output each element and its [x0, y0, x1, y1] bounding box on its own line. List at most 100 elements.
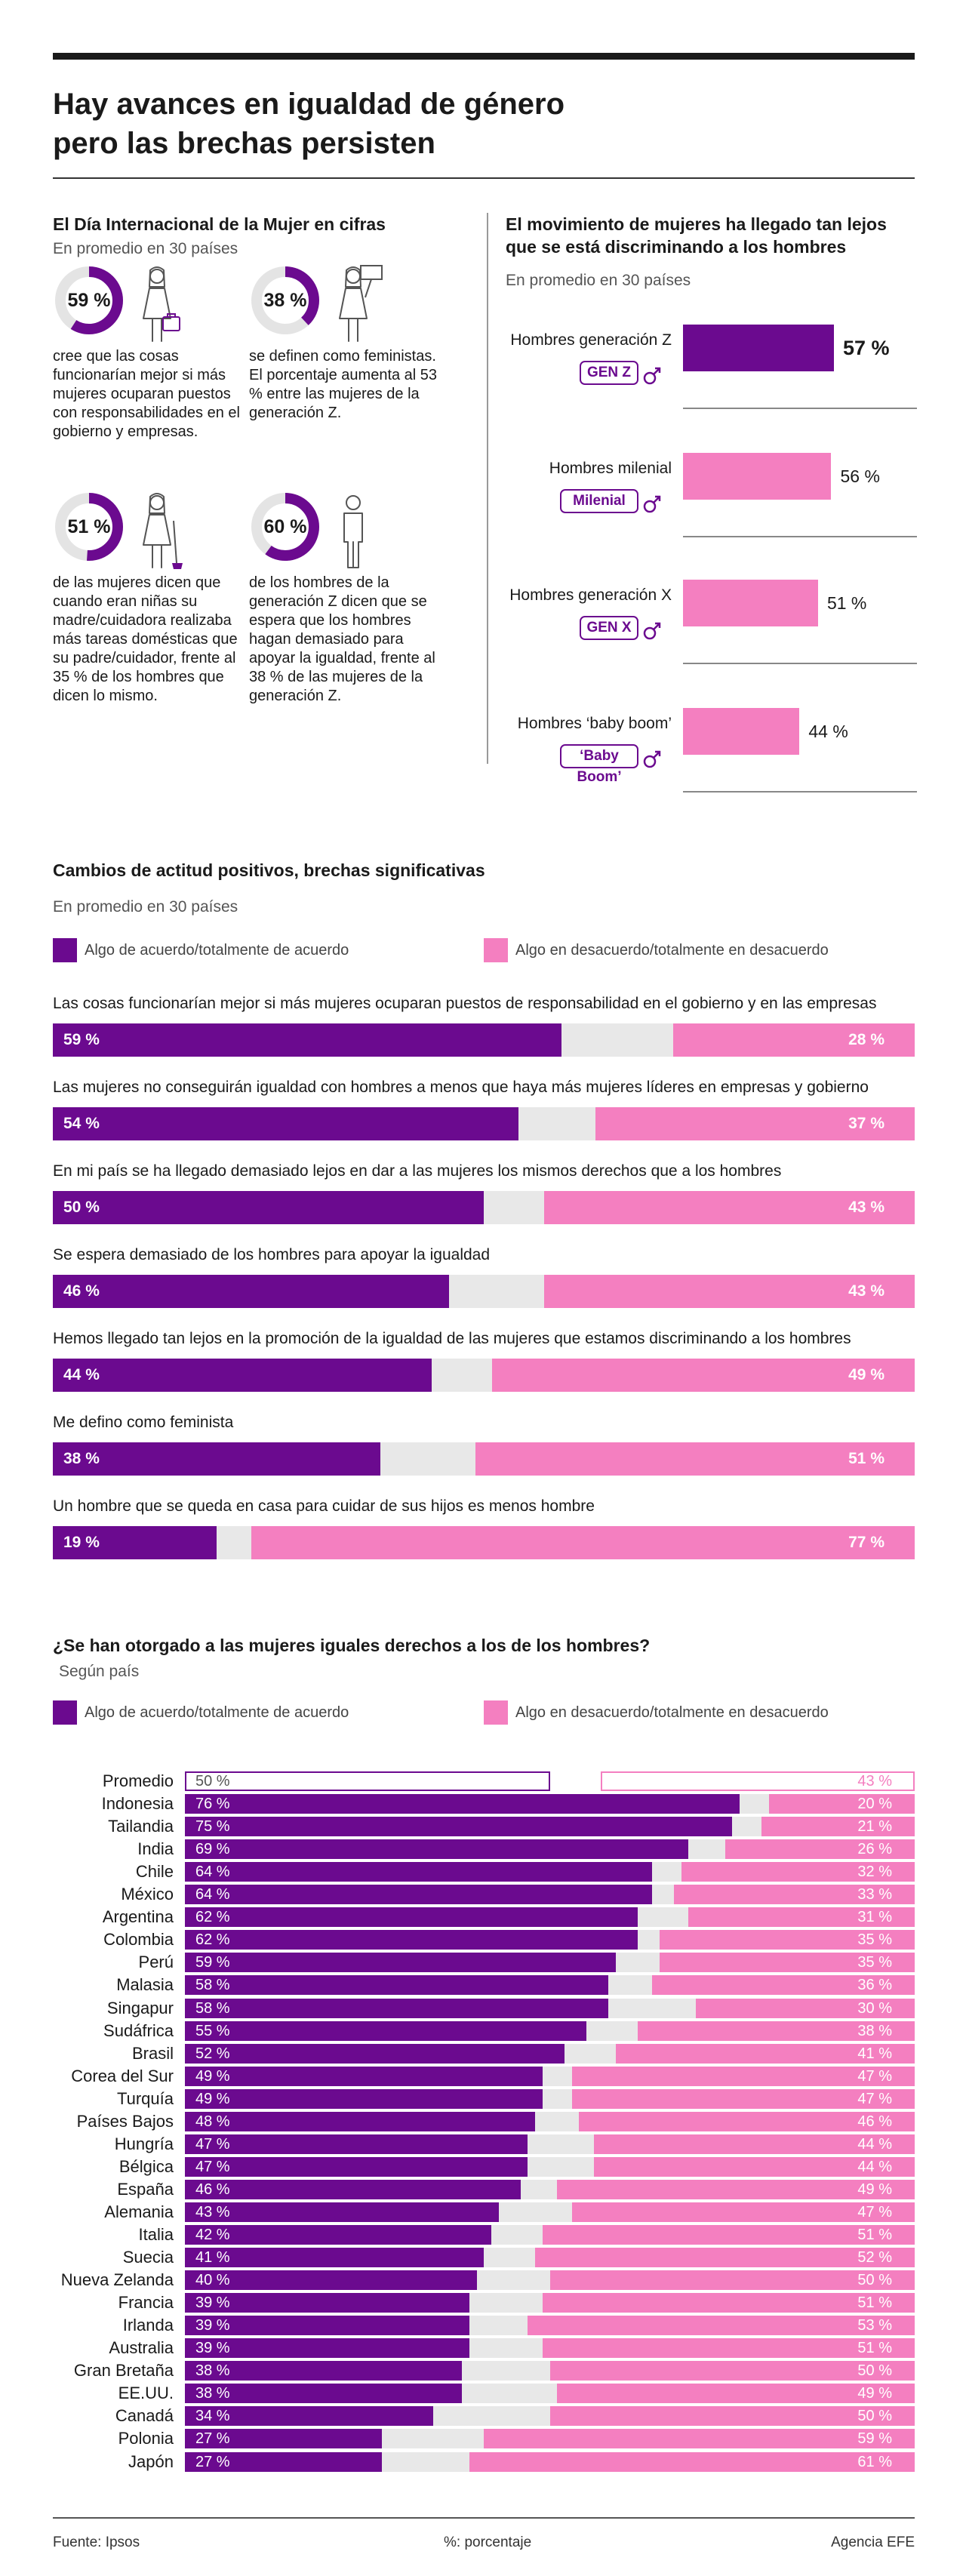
country-disagree-value: 33 % [857, 1886, 892, 1904]
country-disagree-value: 21 % [857, 1818, 892, 1836]
country-label: EE.UU. [118, 2384, 174, 2403]
disagree-value: 28 % [848, 1031, 884, 1048]
ring-svg [55, 493, 123, 561]
country-agree-value: 49 % [195, 2067, 230, 2085]
country-disagree-value: 59 % [857, 2430, 892, 2448]
disagree-value: 51 % [848, 1450, 884, 1467]
country-disagree-value: 61 % [857, 2453, 892, 2470]
country-agree-value: 27 % [195, 2453, 230, 2470]
disagree-value: 49 % [848, 1366, 884, 1383]
country-agree-value: 55 % [195, 2022, 230, 2039]
countries-subtitle: Según país [59, 1663, 140, 1680]
country-agree-segment [185, 1794, 740, 1814]
country-agree-value: 46 % [195, 2181, 230, 2198]
male-symbol-icon [641, 620, 663, 642]
country-agree-value: 50 % [195, 1773, 230, 1790]
attitude-bar: 19 % 77 % [53, 1526, 915, 1559]
country-disagree-segment [549, 2406, 915, 2427]
agree-value: 19 % [63, 1534, 100, 1551]
country-agree-segment [185, 2248, 485, 2268]
country-label: Promedio [102, 1771, 174, 1790]
country-agree-segment [185, 2225, 492, 2245]
country-disagree-value: 44 % [857, 2135, 892, 2153]
country-agree-segment [185, 2270, 477, 2291]
country-disagree-segment [542, 2293, 915, 2313]
country-label: Brasil [131, 2043, 174, 2063]
legend2-disagree-label: Algo en desacuerdo/totalmente en desacue… [515, 1704, 829, 1721]
country-label: Singapur [106, 1998, 174, 2017]
country-agree-value: 49 % [195, 2090, 230, 2107]
stat-card: 38 % se definen como feministas. El porce… [249, 264, 445, 460]
country-disagree-segment [571, 2066, 915, 2086]
legend2-agree-label: Algo de acuerdo/totalmente de acuerdo [85, 1704, 349, 1721]
country-disagree-value: 46 % [857, 2113, 892, 2130]
country-disagree-segment [571, 2202, 915, 2222]
country-disagree-value: 43 % [857, 1773, 892, 1790]
gen-value-label: 51 % [826, 593, 867, 613]
country-disagree-value: 38 % [857, 2022, 892, 2039]
country-agree-segment [185, 2088, 543, 2109]
woman-with-sign-icon [331, 264, 383, 347]
country-agree-segment [185, 1975, 608, 1996]
country-label: Alemania [104, 2202, 174, 2221]
attitude-question: Hemos llegado tan lejos en la promoción … [53, 1330, 851, 1347]
country-agree-value: 38 % [195, 2362, 230, 2380]
stat-text: cree que las cosas funcionarían mejor si… [53, 348, 240, 440]
country-disagree-value: 30 % [857, 1999, 892, 2017]
footer-agency: Agencia EFE [831, 2534, 915, 2550]
ring-svg [251, 493, 319, 561]
attitude-bar: 44 % 49 % [53, 1359, 915, 1392]
country-disagree-segment [528, 2316, 915, 2336]
country-label: India [137, 1839, 174, 1859]
attitude-question: Un hombre que se queda en casa para cuid… [53, 1497, 595, 1515]
country-agree-segment [185, 2202, 499, 2222]
country-label: Argentina [102, 1907, 174, 1927]
countries-title: ¿Se han otorgado a las mujeres iguales d… [53, 1636, 651, 1655]
disagree-segment [595, 1107, 915, 1140]
gen-separator [683, 663, 917, 664]
agree-segment [53, 1359, 432, 1392]
man-icon [331, 491, 383, 574]
main-title-line-2: pero las brechas persisten [53, 127, 435, 160]
country-agree-segment [185, 1998, 608, 2018]
stat-text: de las mujeres dicen que cuando eran niñ… [53, 574, 238, 704]
country-label: Perú [138, 1953, 174, 1972]
country-agree-value: 62 % [195, 1909, 230, 1926]
country-agree-segment [185, 2406, 433, 2427]
country-disagree-value: 47 % [857, 2090, 892, 2107]
footer-source: Fuente: Ipsos [53, 2534, 140, 2550]
country-disagree-segment [593, 2134, 915, 2154]
attitude-bar: 38 % 51 % [53, 1442, 915, 1476]
country-disagree-segment [637, 2020, 915, 2041]
gen-badge: ‘Baby Boom’ [560, 744, 638, 785]
country-disagree-value: 41 % [857, 2045, 892, 2062]
country-disagree-segment [542, 2338, 915, 2359]
country-agree-segment [185, 2020, 586, 2041]
country-label: Canadá [115, 2406, 174, 2426]
disagree-segment [475, 1442, 915, 1476]
title-divider [53, 177, 915, 179]
country-agree-value: 48 % [195, 2113, 230, 2130]
disagree-segment [251, 1526, 915, 1559]
country-label: Hungría [114, 2134, 174, 2153]
legend-agree-label: Algo de acuerdo/totalmente de acuerdo [85, 942, 349, 959]
country-disagree-value: 50 % [857, 2362, 892, 2380]
gen-bar [683, 708, 800, 755]
country-label: Turquía [116, 2088, 174, 2108]
country-disagree-value: 51 % [857, 2227, 892, 2243]
country-agree-value: 43 % [195, 2203, 230, 2221]
woman-with-sign-icon-svg [339, 265, 383, 342]
country-disagree-segment [768, 1794, 915, 1814]
attitude-bar: 54 % 37 % [53, 1107, 915, 1140]
woman-with-mop-icon-svg [143, 493, 183, 569]
gen-value-label: 57 % [843, 337, 890, 359]
gen-title: El movimiento de mujeres ha llegado tan … [506, 213, 887, 258]
agree-value: 54 % [63, 1115, 100, 1132]
country-agree-segment [185, 1771, 550, 1791]
disagree-segment [543, 1191, 915, 1224]
legend-disagree-swatch [484, 938, 508, 962]
percent-ring [249, 491, 321, 563]
country-agree-segment [185, 2111, 536, 2131]
country-label: Bélgica [118, 2156, 174, 2176]
country-label: Polonia [118, 2429, 174, 2448]
